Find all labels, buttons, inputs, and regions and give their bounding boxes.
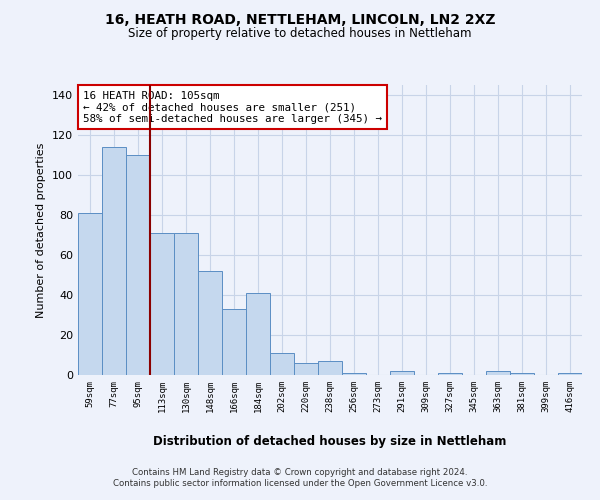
Bar [342, 373, 366, 375]
Bar [246, 293, 270, 375]
Bar [270, 353, 294, 375]
Bar [558, 373, 582, 375]
Bar [174, 233, 198, 375]
Bar [510, 373, 534, 375]
Bar [198, 271, 222, 375]
Y-axis label: Number of detached properties: Number of detached properties [37, 142, 46, 318]
Bar [390, 371, 414, 375]
Bar [78, 213, 102, 375]
Bar [126, 155, 150, 375]
Bar [150, 233, 174, 375]
Bar [102, 147, 126, 375]
Bar [438, 373, 462, 375]
Bar [318, 361, 342, 375]
Text: 16, HEATH ROAD, NETTLEHAM, LINCOLN, LN2 2XZ: 16, HEATH ROAD, NETTLEHAM, LINCOLN, LN2 … [105, 12, 495, 26]
Bar [222, 309, 246, 375]
Text: Size of property relative to detached houses in Nettleham: Size of property relative to detached ho… [128, 28, 472, 40]
Bar [486, 371, 510, 375]
Text: Distribution of detached houses by size in Nettleham: Distribution of detached houses by size … [154, 435, 506, 448]
Text: Contains HM Land Registry data © Crown copyright and database right 2024.
Contai: Contains HM Land Registry data © Crown c… [113, 468, 487, 487]
Text: 16 HEATH ROAD: 105sqm
← 42% of detached houses are smaller (251)
58% of semi-det: 16 HEATH ROAD: 105sqm ← 42% of detached … [83, 91, 382, 124]
Bar [294, 363, 318, 375]
